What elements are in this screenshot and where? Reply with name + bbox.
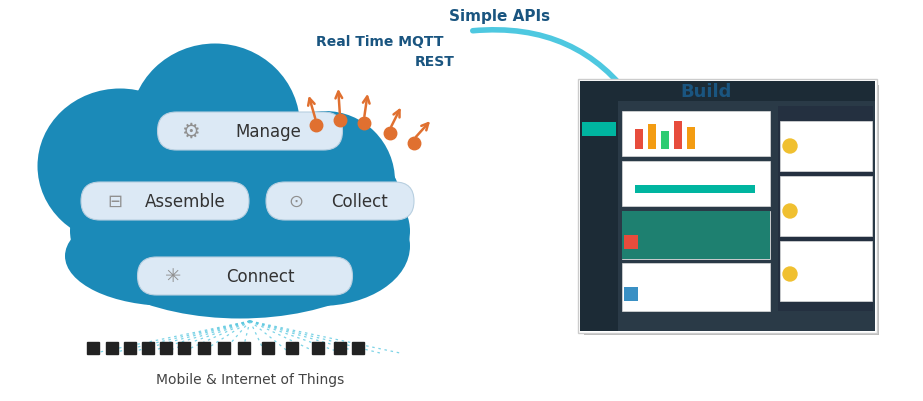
FancyBboxPatch shape (674, 122, 682, 150)
FancyBboxPatch shape (138, 257, 353, 295)
Circle shape (783, 267, 797, 281)
Ellipse shape (65, 207, 275, 306)
Circle shape (783, 140, 797, 154)
FancyBboxPatch shape (622, 263, 770, 311)
Ellipse shape (120, 127, 400, 266)
Ellipse shape (130, 45, 300, 209)
FancyBboxPatch shape (687, 128, 695, 150)
FancyBboxPatch shape (266, 182, 414, 221)
FancyBboxPatch shape (635, 130, 643, 150)
Text: Connect: Connect (226, 267, 294, 285)
FancyBboxPatch shape (624, 287, 638, 301)
FancyBboxPatch shape (622, 211, 770, 259)
Text: Mobile & Internet of Things: Mobile & Internet of Things (156, 372, 344, 386)
FancyBboxPatch shape (635, 186, 755, 194)
FancyBboxPatch shape (648, 125, 656, 150)
Text: Manage: Manage (235, 123, 301, 141)
FancyBboxPatch shape (578, 80, 877, 333)
Ellipse shape (230, 186, 410, 306)
FancyBboxPatch shape (624, 235, 638, 249)
Ellipse shape (255, 112, 395, 251)
Text: ✳: ✳ (165, 267, 181, 286)
FancyBboxPatch shape (778, 107, 873, 311)
FancyArrowPatch shape (473, 31, 635, 104)
Text: Build: Build (680, 83, 731, 101)
FancyBboxPatch shape (580, 82, 875, 102)
FancyBboxPatch shape (580, 82, 618, 331)
Ellipse shape (38, 89, 202, 244)
Text: ⊙: ⊙ (288, 192, 304, 211)
FancyBboxPatch shape (582, 123, 616, 137)
FancyBboxPatch shape (620, 102, 873, 331)
FancyBboxPatch shape (158, 113, 342, 151)
Text: ⚙: ⚙ (181, 122, 199, 142)
FancyBboxPatch shape (780, 122, 872, 172)
FancyBboxPatch shape (81, 182, 249, 221)
FancyBboxPatch shape (780, 241, 872, 301)
Text: Assemble: Assemble (145, 192, 225, 211)
Circle shape (783, 205, 797, 219)
FancyBboxPatch shape (622, 162, 770, 207)
FancyBboxPatch shape (780, 176, 872, 237)
Text: REST: REST (415, 55, 455, 69)
Text: Simple APIs: Simple APIs (450, 10, 550, 24)
FancyBboxPatch shape (622, 211, 770, 259)
Ellipse shape (70, 144, 410, 319)
Text: Real Time MQTT: Real Time MQTT (317, 35, 444, 49)
FancyBboxPatch shape (580, 82, 875, 331)
FancyBboxPatch shape (584, 86, 879, 335)
Text: ⊟: ⊟ (107, 192, 123, 211)
FancyBboxPatch shape (622, 112, 770, 157)
Text: Collect: Collect (331, 192, 389, 211)
FancyBboxPatch shape (661, 132, 669, 150)
